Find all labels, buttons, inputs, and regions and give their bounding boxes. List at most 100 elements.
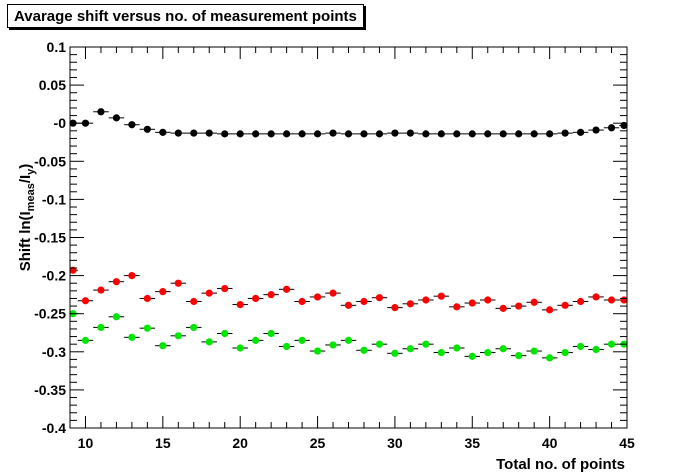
data-point	[561, 129, 569, 137]
x-tick-label: 40	[542, 435, 558, 451]
data-point	[329, 341, 337, 349]
x-axis-label: Total no. of points	[496, 456, 625, 473]
data-point	[174, 129, 182, 137]
data-point	[391, 129, 399, 137]
y-tick-label: -0.25	[34, 306, 66, 322]
y-tick-label: -0.05	[34, 153, 66, 169]
y-tick-label: -0.15	[34, 230, 66, 246]
data-point	[174, 332, 182, 340]
data-point	[205, 129, 213, 137]
data-point	[437, 348, 445, 357]
data-point	[515, 302, 523, 310]
data-point	[375, 294, 384, 302]
data-point	[360, 130, 368, 138]
data-point	[576, 342, 585, 351]
data-point	[360, 297, 368, 306]
data-point	[221, 130, 229, 138]
data-point	[221, 284, 229, 293]
y-tick-label: -0.35	[34, 382, 66, 398]
y-axis-label-mid: /I	[17, 175, 34, 183]
data-point	[97, 108, 105, 116]
data-point	[283, 130, 291, 138]
data-point	[298, 336, 306, 344]
data-point	[159, 342, 167, 350]
data-point	[143, 125, 151, 133]
data-point	[422, 340, 430, 348]
series-2	[69, 266, 628, 314]
data-point	[143, 324, 151, 332]
chart-title: Avarage shift versus no. of measurement …	[7, 4, 364, 28]
data-point	[546, 306, 554, 314]
data-point	[422, 296, 430, 304]
data-point	[499, 304, 507, 312]
data-point	[607, 340, 616, 348]
data-point	[484, 130, 492, 138]
data-point	[81, 297, 90, 305]
axis-ticks	[69, 46, 628, 429]
data-point	[267, 130, 275, 138]
data-point	[313, 130, 322, 138]
data-point	[422, 130, 430, 138]
data-point	[375, 130, 384, 138]
tick-labels: 0.1 0.05 -0 -0.05 -0.1 -0.15 -0.2 -0.25 -0.3 -0.3…	[34, 39, 635, 451]
data-point	[190, 297, 198, 306]
data-point	[468, 352, 476, 360]
data-point	[576, 128, 585, 136]
data-point	[329, 289, 337, 297]
series-1	[69, 108, 628, 138]
series-3	[69, 310, 628, 362]
data-point	[283, 285, 291, 293]
data-point	[344, 336, 353, 344]
data-point	[205, 289, 213, 297]
data-point	[81, 119, 90, 127]
data-point	[391, 304, 399, 312]
data-point	[97, 323, 105, 332]
data-point	[128, 333, 136, 341]
y-tick-label: 0.05	[39, 77, 66, 93]
data-point	[298, 297, 306, 306]
y-tick-label: -0.2	[42, 268, 66, 284]
data-point	[561, 348, 569, 357]
x-tick-label: 20	[232, 435, 248, 451]
data-point	[515, 130, 523, 138]
y-axis-label-main: Shift ln(I	[17, 211, 34, 271]
data-point	[159, 288, 167, 296]
y-tick-label: 0.1	[47, 39, 67, 55]
y-axis-label-sub2: y	[25, 168, 37, 175]
data-point	[406, 345, 414, 353]
data-point	[607, 296, 616, 304]
x-tick-label: 30	[387, 435, 403, 451]
data-point	[592, 126, 600, 134]
data-point	[484, 348, 492, 357]
data-point	[344, 301, 353, 309]
series-layer	[69, 108, 628, 362]
y-axis-label: Shift ln(Imeas/Iy)	[17, 164, 37, 272]
data-point	[437, 130, 445, 138]
x-tick-label: 15	[155, 435, 171, 451]
data-point	[267, 329, 275, 338]
data-point	[128, 121, 136, 129]
data-point	[375, 340, 384, 348]
data-point	[391, 349, 399, 357]
data-point	[515, 352, 523, 360]
data-point	[453, 344, 461, 352]
data-point	[576, 297, 585, 306]
y-tick-label: -0	[54, 115, 67, 131]
data-point	[298, 130, 306, 138]
x-tick-label: 25	[310, 435, 326, 451]
data-point	[283, 342, 291, 351]
data-point	[607, 124, 616, 132]
x-tick-label: 45	[619, 435, 635, 451]
data-point	[252, 294, 260, 303]
data-point	[453, 130, 461, 138]
data-point	[546, 130, 554, 138]
data-point	[592, 293, 600, 301]
data-point	[360, 346, 368, 354]
data-point	[530, 347, 538, 355]
y-axis-label-sub1: meas	[25, 183, 37, 211]
data-point	[313, 293, 322, 301]
data-point	[437, 292, 445, 300]
data-point	[81, 336, 90, 344]
data-point	[236, 344, 244, 352]
